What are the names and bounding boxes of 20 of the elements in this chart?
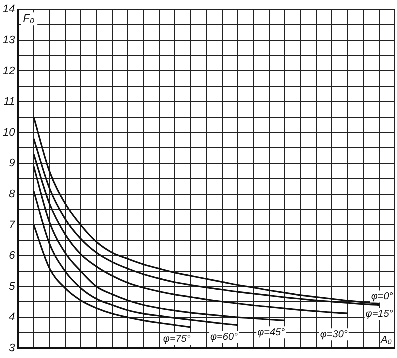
y-tick-label: 13 [2,34,16,46]
y-tick-label: 4 [9,312,16,324]
x-axis-title: A₀ [380,335,392,346]
y-tick-label: 10 [2,126,16,139]
series-label: φ=15° [366,309,394,320]
series-label: φ=60° [210,332,238,344]
y-tick-label: 8 [9,188,16,200]
y-tick-label: 12 [2,65,16,78]
y-tick-label: 3 [9,342,16,354]
y-tick-label: 14 [2,4,16,16]
y-tick-label: 6 [9,250,16,262]
series-label: φ=30° [320,329,348,340]
y-tick-label: 7 [9,219,16,232]
y-tick-label: 5 [9,280,16,293]
y-axis-title: F₀ [23,13,35,26]
series-label: φ=75° [163,334,191,346]
y-tick-label: 11 [4,96,16,108]
series-label: φ=45° [258,327,286,338]
y-tick-label: 9 [9,158,16,170]
series-label: φ=0° [371,292,394,303]
